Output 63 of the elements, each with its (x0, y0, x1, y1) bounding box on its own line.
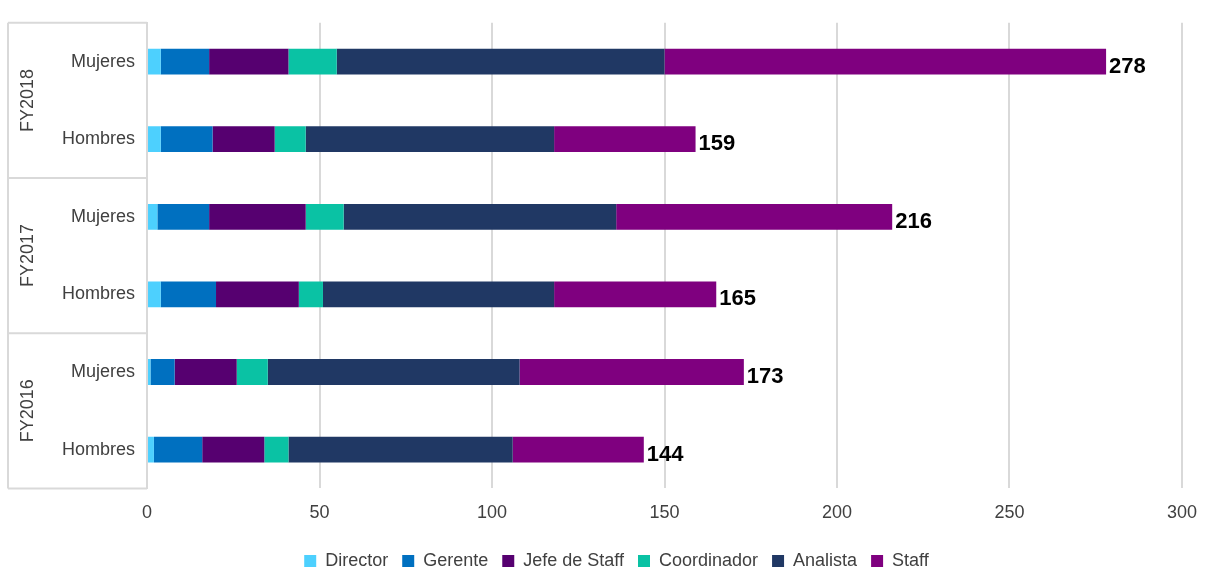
bar (148, 281, 161, 308)
bar (288, 436, 513, 463)
total-label: 144 (646, 440, 685, 466)
text: FY2017 (16, 224, 37, 288)
bar (267, 359, 520, 385)
bar (209, 48, 289, 75)
bar (150, 359, 175, 385)
bar (209, 203, 306, 230)
bar (336, 48, 665, 75)
y-tick-label: Hombres (61, 283, 136, 304)
x-tick-label: 250 (994, 502, 1025, 523)
y-tick-label: Mujeres (70, 205, 136, 226)
bar (554, 126, 696, 153)
x-tick-label: 0 (142, 502, 153, 523)
bar (157, 203, 210, 230)
bar (153, 436, 203, 463)
bar (343, 203, 617, 230)
bar (274, 126, 306, 153)
bar (664, 48, 1107, 75)
bar (148, 48, 161, 75)
bar (305, 126, 555, 153)
total-label: 159 (698, 130, 736, 156)
bar (160, 48, 210, 75)
bar (512, 436, 644, 463)
total-label: 278 (1109, 52, 1146, 78)
text: FY2016 (16, 379, 37, 443)
bar (174, 359, 237, 385)
bar (519, 359, 744, 385)
bar (305, 203, 344, 230)
bar (202, 436, 265, 463)
legend-label: Analista (793, 549, 859, 570)
y-tick-label: Mujeres (70, 50, 136, 71)
x-tick-label: 150 (649, 502, 680, 523)
bar (148, 203, 158, 230)
bar (298, 281, 323, 308)
bar (160, 281, 217, 308)
legend-label: Staff (892, 549, 930, 570)
total-label: 173 (746, 363, 784, 389)
bar (160, 126, 213, 153)
bar (216, 281, 299, 308)
legend-label: Jefe de Staff (523, 549, 625, 570)
bar (322, 281, 555, 308)
legend-label: Coordinador (659, 549, 759, 570)
total-label: 216 (895, 207, 932, 233)
bar (212, 126, 275, 153)
bar (264, 436, 289, 463)
bar (236, 359, 268, 385)
text: FY2018 (16, 68, 37, 132)
bar (148, 436, 154, 463)
x-tick-label: 300 (1166, 502, 1198, 523)
x-tick-label: 100 (476, 502, 508, 523)
x-tick-label: 200 (821, 502, 853, 523)
bar (616, 203, 893, 230)
bar (554, 281, 717, 308)
x-tick-label: 50 (309, 502, 330, 523)
y-tick-label: Hombres (61, 438, 136, 459)
legend-label: Director (325, 549, 389, 570)
y-tick-label: Mujeres (70, 360, 136, 381)
bar (148, 126, 161, 153)
total-label: 165 (719, 285, 756, 311)
y-tick-label: Hombres (61, 128, 136, 149)
bar (288, 48, 337, 75)
legend-label: Gerente (423, 549, 489, 570)
